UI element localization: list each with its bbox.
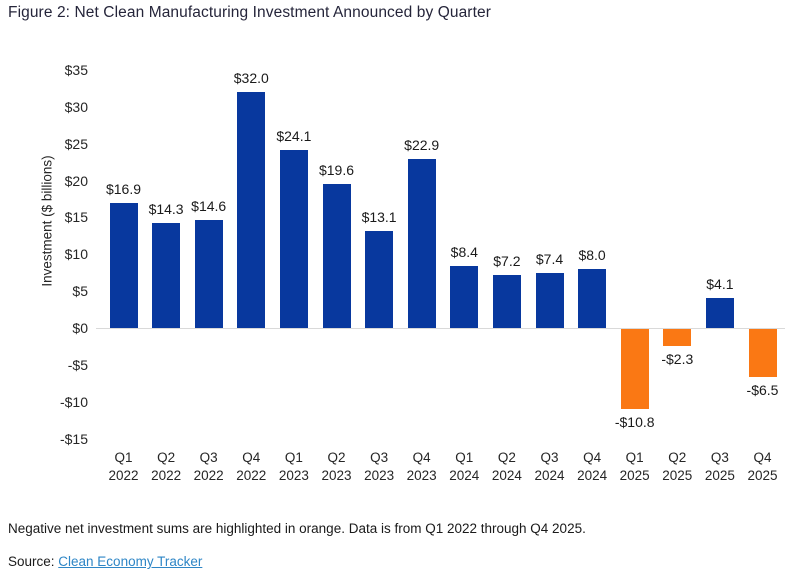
bar (365, 231, 394, 328)
x-axis-category-label: Q1 2023 (264, 449, 324, 484)
x-axis-category-label: Q3 2023 (349, 449, 409, 484)
figure-title: Figure 2: Net Clean Manufacturing Invest… (8, 4, 491, 21)
x-axis-category-line: 2025 (747, 467, 778, 483)
x-axis-category-line: 2022 (151, 467, 182, 483)
bar-value-label: $14.6 (191, 198, 227, 215)
bar (705, 297, 734, 328)
bar (492, 274, 521, 328)
bar (152, 222, 181, 328)
x-axis-category-label: Q3 2024 (520, 449, 580, 484)
bar-value-label: -$10.8 (614, 413, 655, 430)
bar-value-label: $32.0 (233, 70, 269, 87)
source-prefix: Source: (8, 554, 59, 569)
x-axis-category-line: Q1 (455, 450, 474, 465)
bar (109, 203, 138, 328)
y-tick-label: -$10 (59, 393, 88, 410)
bar-value-label: $24.1 (276, 128, 312, 145)
x-axis-category-line: 2024 (577, 467, 608, 483)
bar (535, 273, 564, 328)
y-tick-label: $15 (64, 209, 88, 226)
x-axis-category-line: Q3 (540, 450, 559, 465)
x-axis-category-line: Q4 (753, 450, 772, 465)
x-axis-category-label: Q3 2022 (179, 449, 239, 484)
bar-value-label: $14.3 (148, 200, 184, 217)
y-tick-label: $5 (72, 283, 88, 300)
x-axis-category-line: Q3 (710, 450, 729, 465)
footnote: Negative net investment sums are highlig… (8, 521, 586, 536)
y-tick-label: $20 (64, 172, 88, 189)
bar-value-label: $4.1 (706, 275, 734, 292)
source-line: Source: Clean Economy Tracker (8, 554, 202, 569)
x-axis-category-label: Q4 2025 (733, 449, 793, 484)
bar-value-label: -$2.3 (661, 350, 694, 367)
bar (279, 150, 308, 328)
bar-value-label: -$6.5 (746, 381, 779, 398)
x-axis-category-label: Q1 2024 (434, 449, 494, 484)
x-axis-category-line: Q3 (199, 450, 218, 465)
x-axis-category-label: Q4 2022 (221, 449, 281, 484)
x-axis-category-line: 2024 (449, 467, 480, 483)
x-axis-category-label: Q2 2025 (647, 449, 707, 484)
x-axis-category-line: Q1 (625, 450, 644, 465)
x-axis-category-label: Q3 2025 (690, 449, 750, 484)
x-axis-category-line: 2022 (193, 467, 224, 483)
x-axis-category-label: Q4 2023 (392, 449, 452, 484)
x-axis-category-line: Q1 (114, 450, 133, 465)
bar (748, 329, 777, 377)
bar (237, 92, 266, 328)
bar (620, 329, 649, 409)
x-axis-category-line: 2023 (364, 467, 395, 483)
bar (407, 159, 436, 328)
bar-value-label: $7.4 (535, 251, 564, 268)
bar-value-label: $8.0 (578, 247, 606, 264)
x-axis-category-line: Q2 (327, 450, 346, 465)
bar-value-label: $7.2 (493, 252, 521, 269)
x-axis-category-label: Q2 2024 (477, 449, 537, 484)
x-axis-category-line: Q4 (242, 450, 261, 465)
bar (450, 266, 479, 328)
x-axis-category-label: Q2 2022 (136, 449, 196, 484)
x-axis-category-line: Q3 (370, 450, 389, 465)
x-axis-category-line: 2023 (406, 467, 437, 483)
x-axis-category-line: 2025 (662, 467, 693, 483)
x-axis-category-line: Q4 (412, 450, 431, 465)
x-axis-category-line: 2022 (236, 467, 267, 483)
bar (578, 269, 607, 328)
x-axis-category-line: 2022 (108, 467, 139, 483)
bar-value-label: $22.9 (404, 137, 440, 154)
bar-value-label: $13.1 (361, 209, 397, 226)
y-tick-label: $35 (64, 62, 88, 78)
bar-value-label: $16.9 (105, 181, 142, 198)
y-tick-label: -$5 (67, 356, 88, 373)
y-tick-label: $25 (64, 135, 88, 152)
x-axis-category-line: Q1 (284, 450, 303, 465)
bar-value-label: $19.6 (318, 161, 355, 178)
x-axis-category-label: Q1 2025 (605, 449, 665, 484)
x-axis-category-line: Q2 (497, 450, 516, 465)
bar (663, 329, 692, 346)
bar (322, 183, 351, 328)
zero-baseline (96, 328, 785, 329)
x-axis-category-line: 2024 (491, 467, 522, 483)
y-tick-label: -$15 (59, 430, 88, 447)
x-axis-category-line: 2023 (278, 467, 309, 483)
x-axis-category-line: Q2 (157, 450, 176, 465)
bar-value-label: $8.4 (450, 244, 478, 261)
x-axis-category-line: Q2 (668, 450, 687, 465)
x-axis-category-line: 2025 (704, 467, 735, 483)
y-tick-label: $10 (64, 246, 88, 263)
x-axis-category-label: Q4 2024 (562, 449, 622, 484)
bar-chart-plot: Investment ($ billions) $35 $30 $25 $20 $15 $… (40, 62, 793, 484)
bar (194, 220, 223, 328)
x-axis-category-label: Q2 2023 (307, 449, 367, 484)
y-tick-label: $0 (72, 320, 88, 336)
x-axis-category-line: 2023 (321, 467, 352, 483)
x-axis-category-line: Q4 (583, 450, 602, 465)
x-axis-category-label: Q1 2022 (94, 449, 154, 484)
y-tick-label: $30 (64, 98, 88, 115)
x-axis-category-line: 2025 (619, 467, 650, 483)
x-axis-category-line: 2024 (534, 467, 565, 483)
source-link[interactable]: Clean Economy Tracker (58, 554, 203, 569)
